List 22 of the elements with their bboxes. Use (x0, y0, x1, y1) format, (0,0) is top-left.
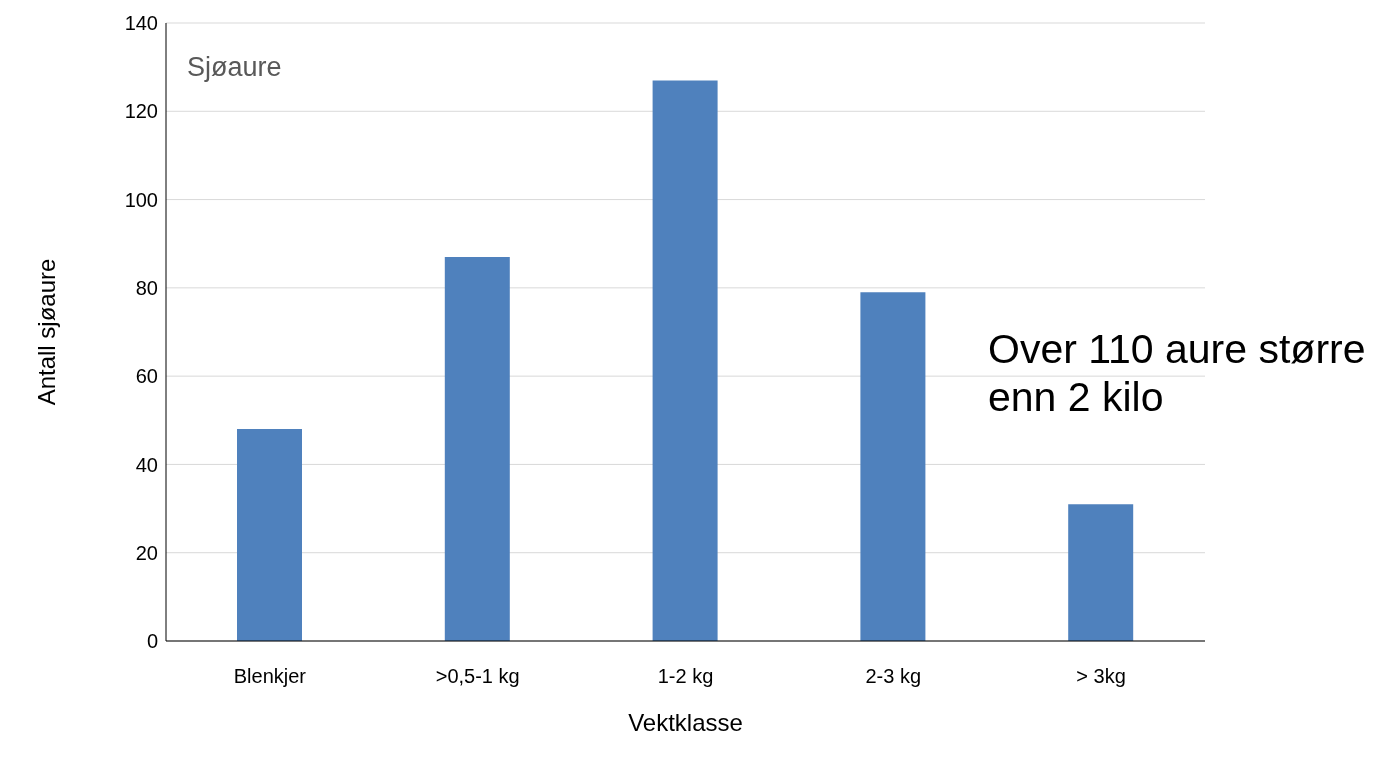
y-tick-label: 80 (135, 276, 158, 299)
y-tick-label: 60 (135, 365, 158, 388)
bar (237, 429, 302, 641)
bar (444, 256, 510, 641)
y-tick-label: 100 (124, 188, 158, 211)
x-tick-label: Blenkjer (233, 665, 307, 688)
bar (652, 80, 718, 641)
x-tick-label: > 3kg (1076, 665, 1126, 688)
y-tick-label: 20 (135, 541, 158, 564)
y-tick-label: 0 (146, 630, 158, 653)
x-axis-title: Vektklasse (628, 709, 743, 736)
y-tick-label: 120 (124, 100, 158, 123)
annotation: Over 110 aure større enn 2 kilo (988, 325, 1367, 421)
x-tick-label: >0,5-1 kg (435, 665, 520, 688)
x-tick-label: 2-3 kg (865, 665, 922, 688)
x-tick-label: 1-2 kg (657, 665, 714, 688)
y-tick-label: 140 (124, 12, 158, 35)
bar (1068, 504, 1134, 641)
text: Sjøaure (187, 52, 282, 83)
y-axis-title: Antall sjøaure (32, 258, 60, 406)
y-tick-label: 40 (135, 453, 158, 476)
bar (860, 292, 926, 641)
